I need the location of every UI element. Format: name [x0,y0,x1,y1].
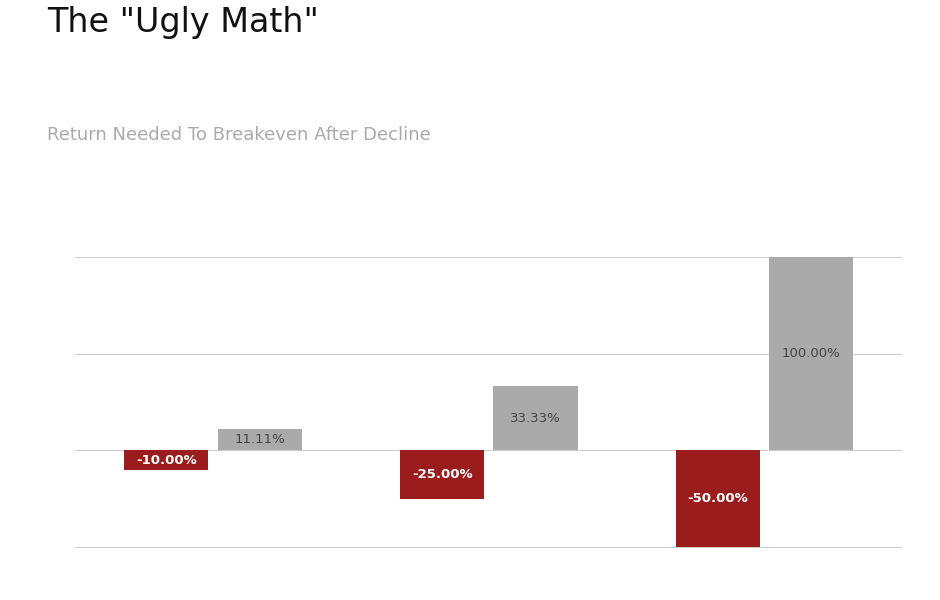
Text: -50.00%: -50.00% [687,492,748,505]
Text: 100.00%: 100.00% [782,347,840,360]
Text: 11.11%: 11.11% [234,433,285,446]
Text: Return Needed To Breakeven After Decline: Return Needed To Breakeven After Decline [47,126,431,144]
Bar [218,429,302,451]
Bar [676,451,760,547]
Text: -25.00%: -25.00% [412,468,473,481]
Bar [494,386,578,451]
Text: -10.00%: -10.00% [136,454,196,467]
Bar [769,257,854,451]
Bar [124,451,209,470]
Bar [400,451,484,499]
Text: 33.33%: 33.33% [510,412,561,425]
Text: The "Ugly Math": The "Ugly Math" [47,6,319,39]
